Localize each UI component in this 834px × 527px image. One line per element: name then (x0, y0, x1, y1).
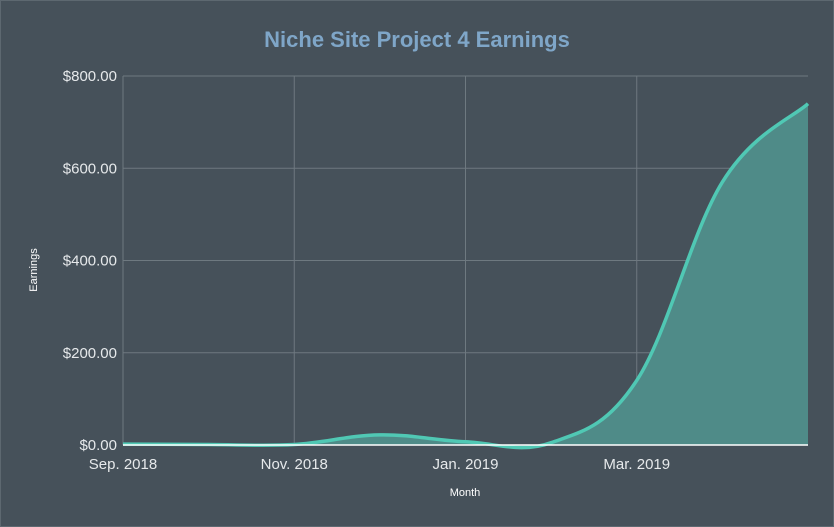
y-tick-label: $800.00 (63, 68, 117, 85)
chart-title: Niche Site Project 4 Earnings (264, 27, 570, 52)
y-tick-label: $600.00 (63, 160, 117, 177)
area-fill (123, 103, 808, 448)
y-tick-label: $0.00 (79, 437, 117, 454)
x-axis-label: Month (450, 487, 481, 499)
y-tick-label: $200.00 (63, 345, 117, 362)
x-tick-label: Mar. 2019 (603, 456, 670, 473)
y-tick-label: $400.00 (63, 253, 117, 270)
y-axis-label: Earnings (28, 248, 40, 292)
x-tick-label: Nov. 2018 (261, 456, 328, 473)
x-tick-label: Jan. 2019 (433, 456, 499, 473)
x-tick-label: Sep. 2018 (89, 456, 157, 473)
